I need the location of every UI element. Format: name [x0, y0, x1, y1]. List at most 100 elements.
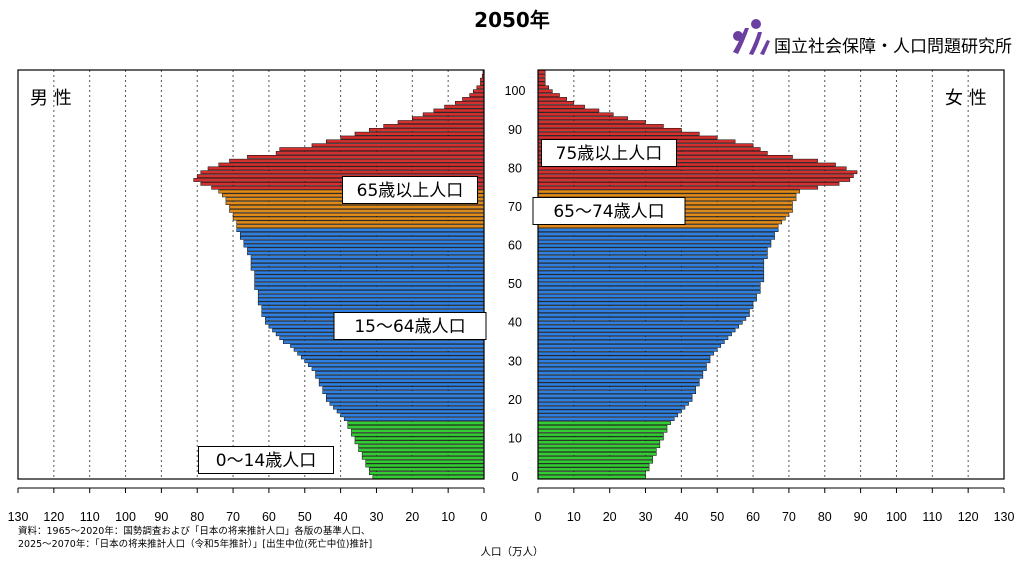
male-bar: [333, 405, 485, 410]
male-bar: [315, 371, 485, 375]
male-bar: [340, 135, 485, 140]
female-bar: [537, 120, 646, 124]
male-bar: [347, 421, 485, 425]
male-x-tick-label: 50: [298, 510, 312, 524]
male-bar: [254, 278, 485, 283]
male-bar: [354, 131, 485, 136]
source-note-line-1: 資料：1965〜2020年：国勢調査および「日本の将来推計人口」各版の基準人口、: [18, 525, 370, 537]
group-label-box: [541, 139, 677, 167]
female-x-tick-label: 110: [922, 510, 942, 524]
male-x-tick-label: 90: [154, 510, 168, 524]
female-bar: [537, 417, 675, 422]
male-x-tick-label: 80: [190, 510, 204, 524]
female-bar: [537, 297, 757, 302]
female-bar: [537, 409, 682, 414]
chart-title: 2050年: [474, 8, 550, 32]
female-bar: [537, 293, 757, 298]
female-bar: [537, 363, 707, 368]
female-bar: [537, 328, 736, 333]
female-bar: [537, 270, 765, 275]
female-bar: [537, 124, 664, 128]
female-bar: [537, 355, 711, 360]
male-bar: [311, 367, 485, 371]
female-bar: [537, 263, 765, 267]
male-bar: [247, 154, 485, 159]
female-bar: [537, 305, 754, 310]
female-label: 女 性: [945, 88, 987, 109]
female-bar: [537, 301, 754, 306]
age-tick-label: 0: [512, 470, 519, 484]
female-bar: [537, 131, 700, 136]
female-bar: [537, 448, 657, 452]
age-tick-label: 50: [508, 277, 522, 291]
male-bar: [322, 390, 485, 395]
female-bar: [537, 127, 682, 132]
male-bar: [279, 147, 485, 151]
female-x-tick-label: 60: [746, 510, 760, 524]
female-bar: [537, 116, 628, 121]
male-bar: [218, 162, 485, 167]
age-tick-label: 30: [508, 354, 522, 368]
male-bar: [311, 143, 485, 148]
female-bar: [537, 313, 750, 317]
group-label: 0〜14歳人口: [216, 451, 316, 471]
male-bar: [365, 463, 485, 468]
male-bar: [318, 378, 485, 383]
female-x-tick-label: 40: [674, 510, 688, 524]
logo-stroke: [749, 32, 762, 55]
male-plot-frame: [17, 69, 485, 480]
male-bar: [343, 417, 485, 422]
age-tick-label: 40: [508, 316, 522, 330]
female-bar: [537, 247, 768, 252]
male-x-tick-label: 120: [43, 510, 64, 524]
male-bar: [250, 259, 485, 263]
female-bar: [537, 112, 614, 117]
male-x-tick-label: 10: [441, 510, 455, 524]
male-bar: [247, 247, 485, 252]
female-bar: [537, 390, 696, 395]
female-bar: [537, 70, 546, 74]
male-bar: [243, 243, 485, 248]
female-x-tick-label: 100: [886, 510, 907, 524]
source-note-line-2: 2025〜2070年：「日本の将来推計人口（令和5年推計）」[出生中位(死亡中位…: [18, 538, 372, 550]
x-axis-unit-label: 人口（万人）: [481, 546, 544, 558]
group-label-box: [333, 312, 487, 340]
male-bar: [254, 286, 485, 290]
male-bar: [275, 151, 485, 155]
female-bar: [537, 386, 696, 391]
male-bar: [229, 158, 485, 163]
female-bar: [537, 224, 779, 229]
male-bar: [361, 452, 485, 456]
female-bar: [537, 428, 668, 433]
age-tick-label: 90: [508, 123, 522, 137]
female-bar: [537, 459, 653, 464]
female-bar: [537, 97, 567, 101]
group-label-box: [532, 197, 686, 225]
female-bar: [537, 332, 732, 337]
female-bar: [537, 471, 646, 476]
female-bar: [537, 232, 775, 236]
female-bar: [537, 135, 718, 140]
female-bar: [537, 81, 546, 86]
logo-stroke: [760, 40, 770, 55]
male-bar: [304, 359, 485, 364]
female-bar: [537, 170, 858, 175]
female-x-tick-label: 80: [818, 510, 832, 524]
male-x-tick-label: 20: [405, 510, 419, 524]
male-bar: [372, 475, 485, 479]
male-bar: [200, 170, 485, 175]
male-bar: [297, 351, 485, 356]
female-bar: [537, 286, 761, 290]
female-bar: [537, 309, 750, 313]
male-bar: [351, 428, 485, 433]
male-bar: [257, 293, 485, 298]
group-label: 65〜74歳人口: [553, 202, 664, 222]
male-bar: [326, 394, 485, 398]
female-bar: [537, 347, 718, 352]
group-label: 15〜64歳人口: [354, 317, 465, 337]
male-bar: [469, 93, 485, 97]
female-bar: [537, 398, 693, 402]
female-bar: [537, 77, 546, 82]
male-bar: [369, 467, 485, 472]
